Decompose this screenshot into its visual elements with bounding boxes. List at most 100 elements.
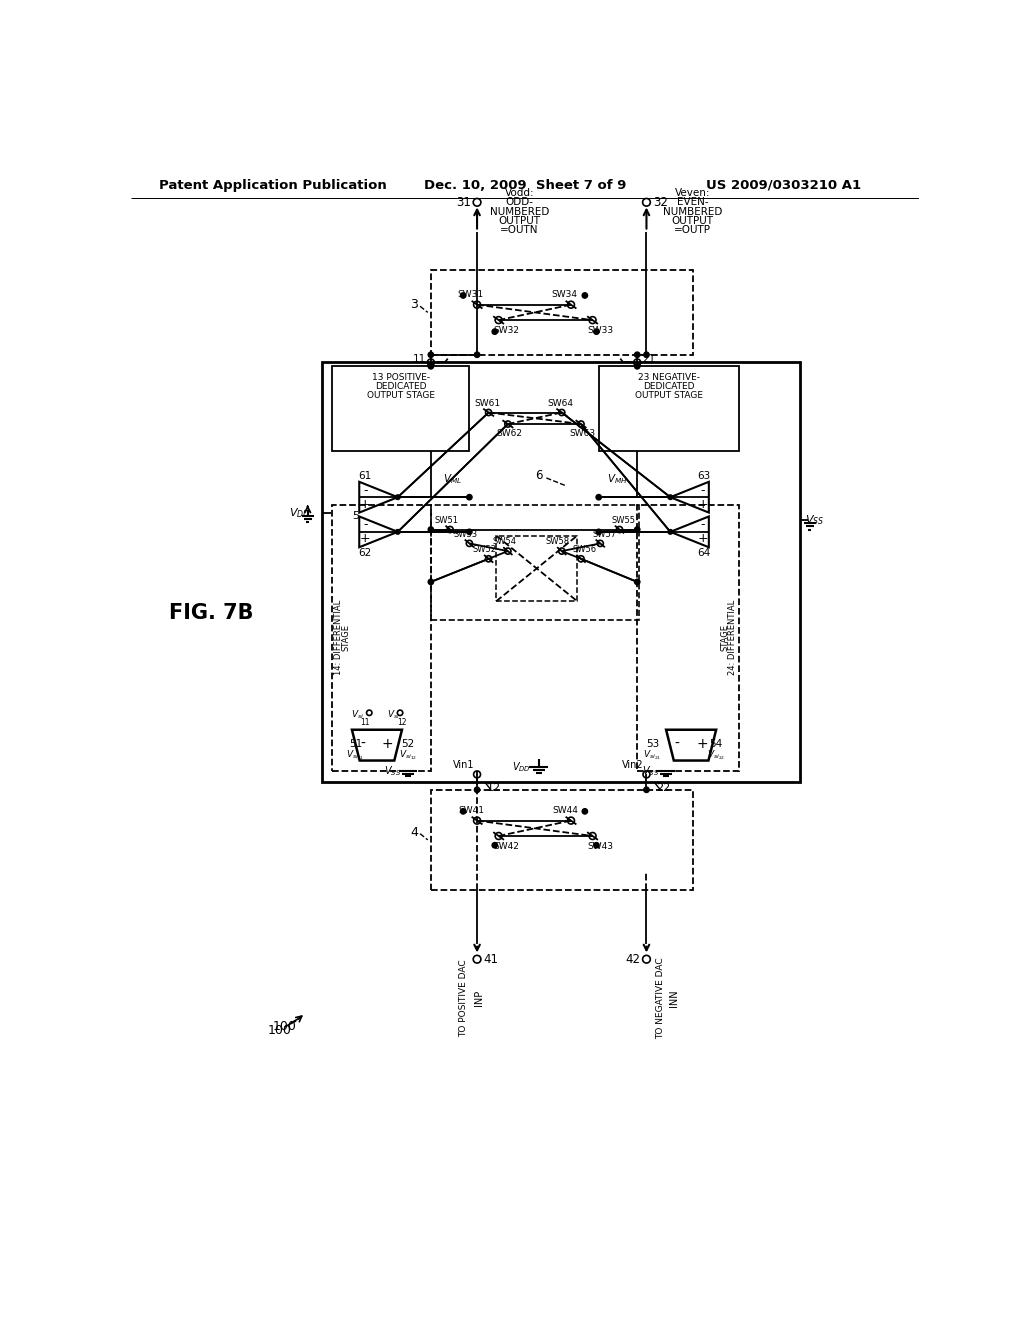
Bar bbox=[431, 506, 639, 620]
Circle shape bbox=[596, 495, 601, 500]
Text: -: - bbox=[364, 483, 368, 496]
Text: Veven:: Veven: bbox=[675, 187, 711, 198]
Circle shape bbox=[461, 809, 466, 814]
Circle shape bbox=[395, 529, 400, 535]
Text: US 2009/0303210 A1: US 2009/0303210 A1 bbox=[706, 178, 861, 191]
Circle shape bbox=[428, 352, 433, 358]
Circle shape bbox=[644, 787, 649, 792]
Circle shape bbox=[668, 495, 673, 499]
Text: $V_{SS}$: $V_{SS}$ bbox=[805, 513, 824, 527]
Bar bbox=[431, 271, 692, 355]
Circle shape bbox=[596, 529, 601, 535]
Bar bbox=[599, 366, 739, 451]
Text: NUMBERED: NUMBERED bbox=[489, 206, 549, 216]
Text: EVEN-: EVEN- bbox=[677, 197, 709, 207]
Text: 61: 61 bbox=[358, 471, 372, 480]
Text: 12: 12 bbox=[397, 718, 407, 726]
Text: SW55: SW55 bbox=[611, 516, 635, 525]
Text: SW61: SW61 bbox=[474, 399, 500, 408]
Text: +: + bbox=[360, 498, 371, 511]
Circle shape bbox=[493, 329, 498, 334]
Text: SW62: SW62 bbox=[497, 429, 522, 438]
Text: 51: 51 bbox=[349, 739, 362, 748]
Circle shape bbox=[428, 527, 433, 532]
Text: +: + bbox=[696, 737, 708, 751]
Text: $V_{si_{21}}$: $V_{si_{21}}$ bbox=[643, 748, 662, 762]
Text: SW64: SW64 bbox=[547, 399, 573, 408]
Text: $V_{si_{11}}$: $V_{si_{11}}$ bbox=[346, 748, 365, 762]
Circle shape bbox=[594, 842, 599, 847]
Text: 12: 12 bbox=[487, 783, 501, 793]
Bar bbox=[637, 506, 739, 771]
Text: 52: 52 bbox=[401, 739, 415, 748]
Text: 5: 5 bbox=[352, 511, 358, 521]
Text: 100: 100 bbox=[267, 1023, 291, 1036]
Circle shape bbox=[395, 495, 400, 499]
Text: -: - bbox=[364, 519, 368, 532]
Text: +: + bbox=[382, 737, 393, 751]
Text: SW34: SW34 bbox=[552, 290, 578, 300]
Circle shape bbox=[635, 579, 640, 585]
Text: INN: INN bbox=[669, 989, 679, 1007]
Circle shape bbox=[493, 842, 498, 847]
Text: OUTPUT: OUTPUT bbox=[499, 215, 541, 226]
Text: 4: 4 bbox=[410, 825, 418, 838]
Text: 42: 42 bbox=[625, 953, 640, 966]
Text: -: - bbox=[360, 737, 366, 751]
Bar bbox=[333, 506, 431, 771]
Text: OUTPUT: OUTPUT bbox=[672, 215, 714, 226]
Text: SW53: SW53 bbox=[454, 529, 477, 539]
Bar bbox=[333, 366, 469, 451]
Bar bbox=[322, 363, 801, 781]
Text: 32: 32 bbox=[653, 195, 668, 209]
Bar bbox=[431, 789, 692, 890]
Text: $V_{si}$: $V_{si}$ bbox=[387, 708, 400, 721]
Circle shape bbox=[583, 809, 588, 814]
Circle shape bbox=[635, 363, 640, 370]
Text: +: + bbox=[360, 532, 371, 545]
Text: -: - bbox=[700, 483, 705, 496]
Circle shape bbox=[635, 352, 640, 358]
Text: =OUTN: =OUTN bbox=[500, 224, 539, 235]
Text: 23 NEGATIVE-: 23 NEGATIVE- bbox=[638, 372, 699, 381]
Circle shape bbox=[635, 527, 640, 532]
Text: 21: 21 bbox=[642, 354, 655, 363]
Text: FIG. 7B: FIG. 7B bbox=[169, 603, 254, 623]
Text: 64: 64 bbox=[696, 548, 710, 558]
Text: Patent Application Publication: Patent Application Publication bbox=[159, 178, 387, 191]
Text: DEDICATED: DEDICATED bbox=[375, 381, 427, 391]
Circle shape bbox=[594, 329, 599, 334]
Text: 11: 11 bbox=[360, 718, 370, 726]
Text: SW44: SW44 bbox=[552, 807, 578, 814]
Bar bbox=[497, 536, 578, 601]
Text: OUTPUT STAGE: OUTPUT STAGE bbox=[367, 391, 435, 400]
Circle shape bbox=[428, 579, 433, 585]
Text: 63: 63 bbox=[696, 471, 710, 480]
Text: =OUTP: =OUTP bbox=[674, 224, 711, 235]
Circle shape bbox=[461, 293, 466, 298]
Text: SW42: SW42 bbox=[494, 842, 519, 850]
Text: SW41: SW41 bbox=[458, 807, 484, 814]
Text: Vodd:: Vodd: bbox=[505, 187, 535, 198]
Text: SW57: SW57 bbox=[592, 529, 616, 539]
Text: 6: 6 bbox=[535, 469, 543, 482]
Text: 31: 31 bbox=[456, 195, 471, 209]
Text: SW54: SW54 bbox=[492, 537, 516, 546]
Text: $V_{DD}$: $V_{DD}$ bbox=[290, 506, 310, 520]
Text: 22: 22 bbox=[656, 783, 671, 793]
Text: TO POSITIVE DAC: TO POSITIVE DAC bbox=[459, 958, 468, 1036]
Text: INP: INP bbox=[473, 990, 483, 1006]
Text: Dec. 10, 2009  Sheet 7 of 9: Dec. 10, 2009 Sheet 7 of 9 bbox=[424, 178, 626, 191]
Text: SW52: SW52 bbox=[473, 545, 497, 554]
Text: $V_{si_{22}}$: $V_{si_{22}}$ bbox=[707, 748, 725, 762]
Text: $V_{si}$: $V_{si}$ bbox=[351, 708, 365, 721]
Text: SW63: SW63 bbox=[569, 429, 596, 438]
Text: NUMBERED: NUMBERED bbox=[663, 206, 722, 216]
Circle shape bbox=[467, 495, 472, 500]
Text: Vin2: Vin2 bbox=[622, 760, 643, 770]
Text: 24: DIFFERENTIAL: 24: DIFFERENTIAL bbox=[728, 601, 737, 676]
Text: 54: 54 bbox=[710, 739, 722, 748]
Text: 11: 11 bbox=[413, 354, 426, 363]
Text: 53: 53 bbox=[646, 739, 659, 748]
Text: 62: 62 bbox=[358, 548, 372, 558]
